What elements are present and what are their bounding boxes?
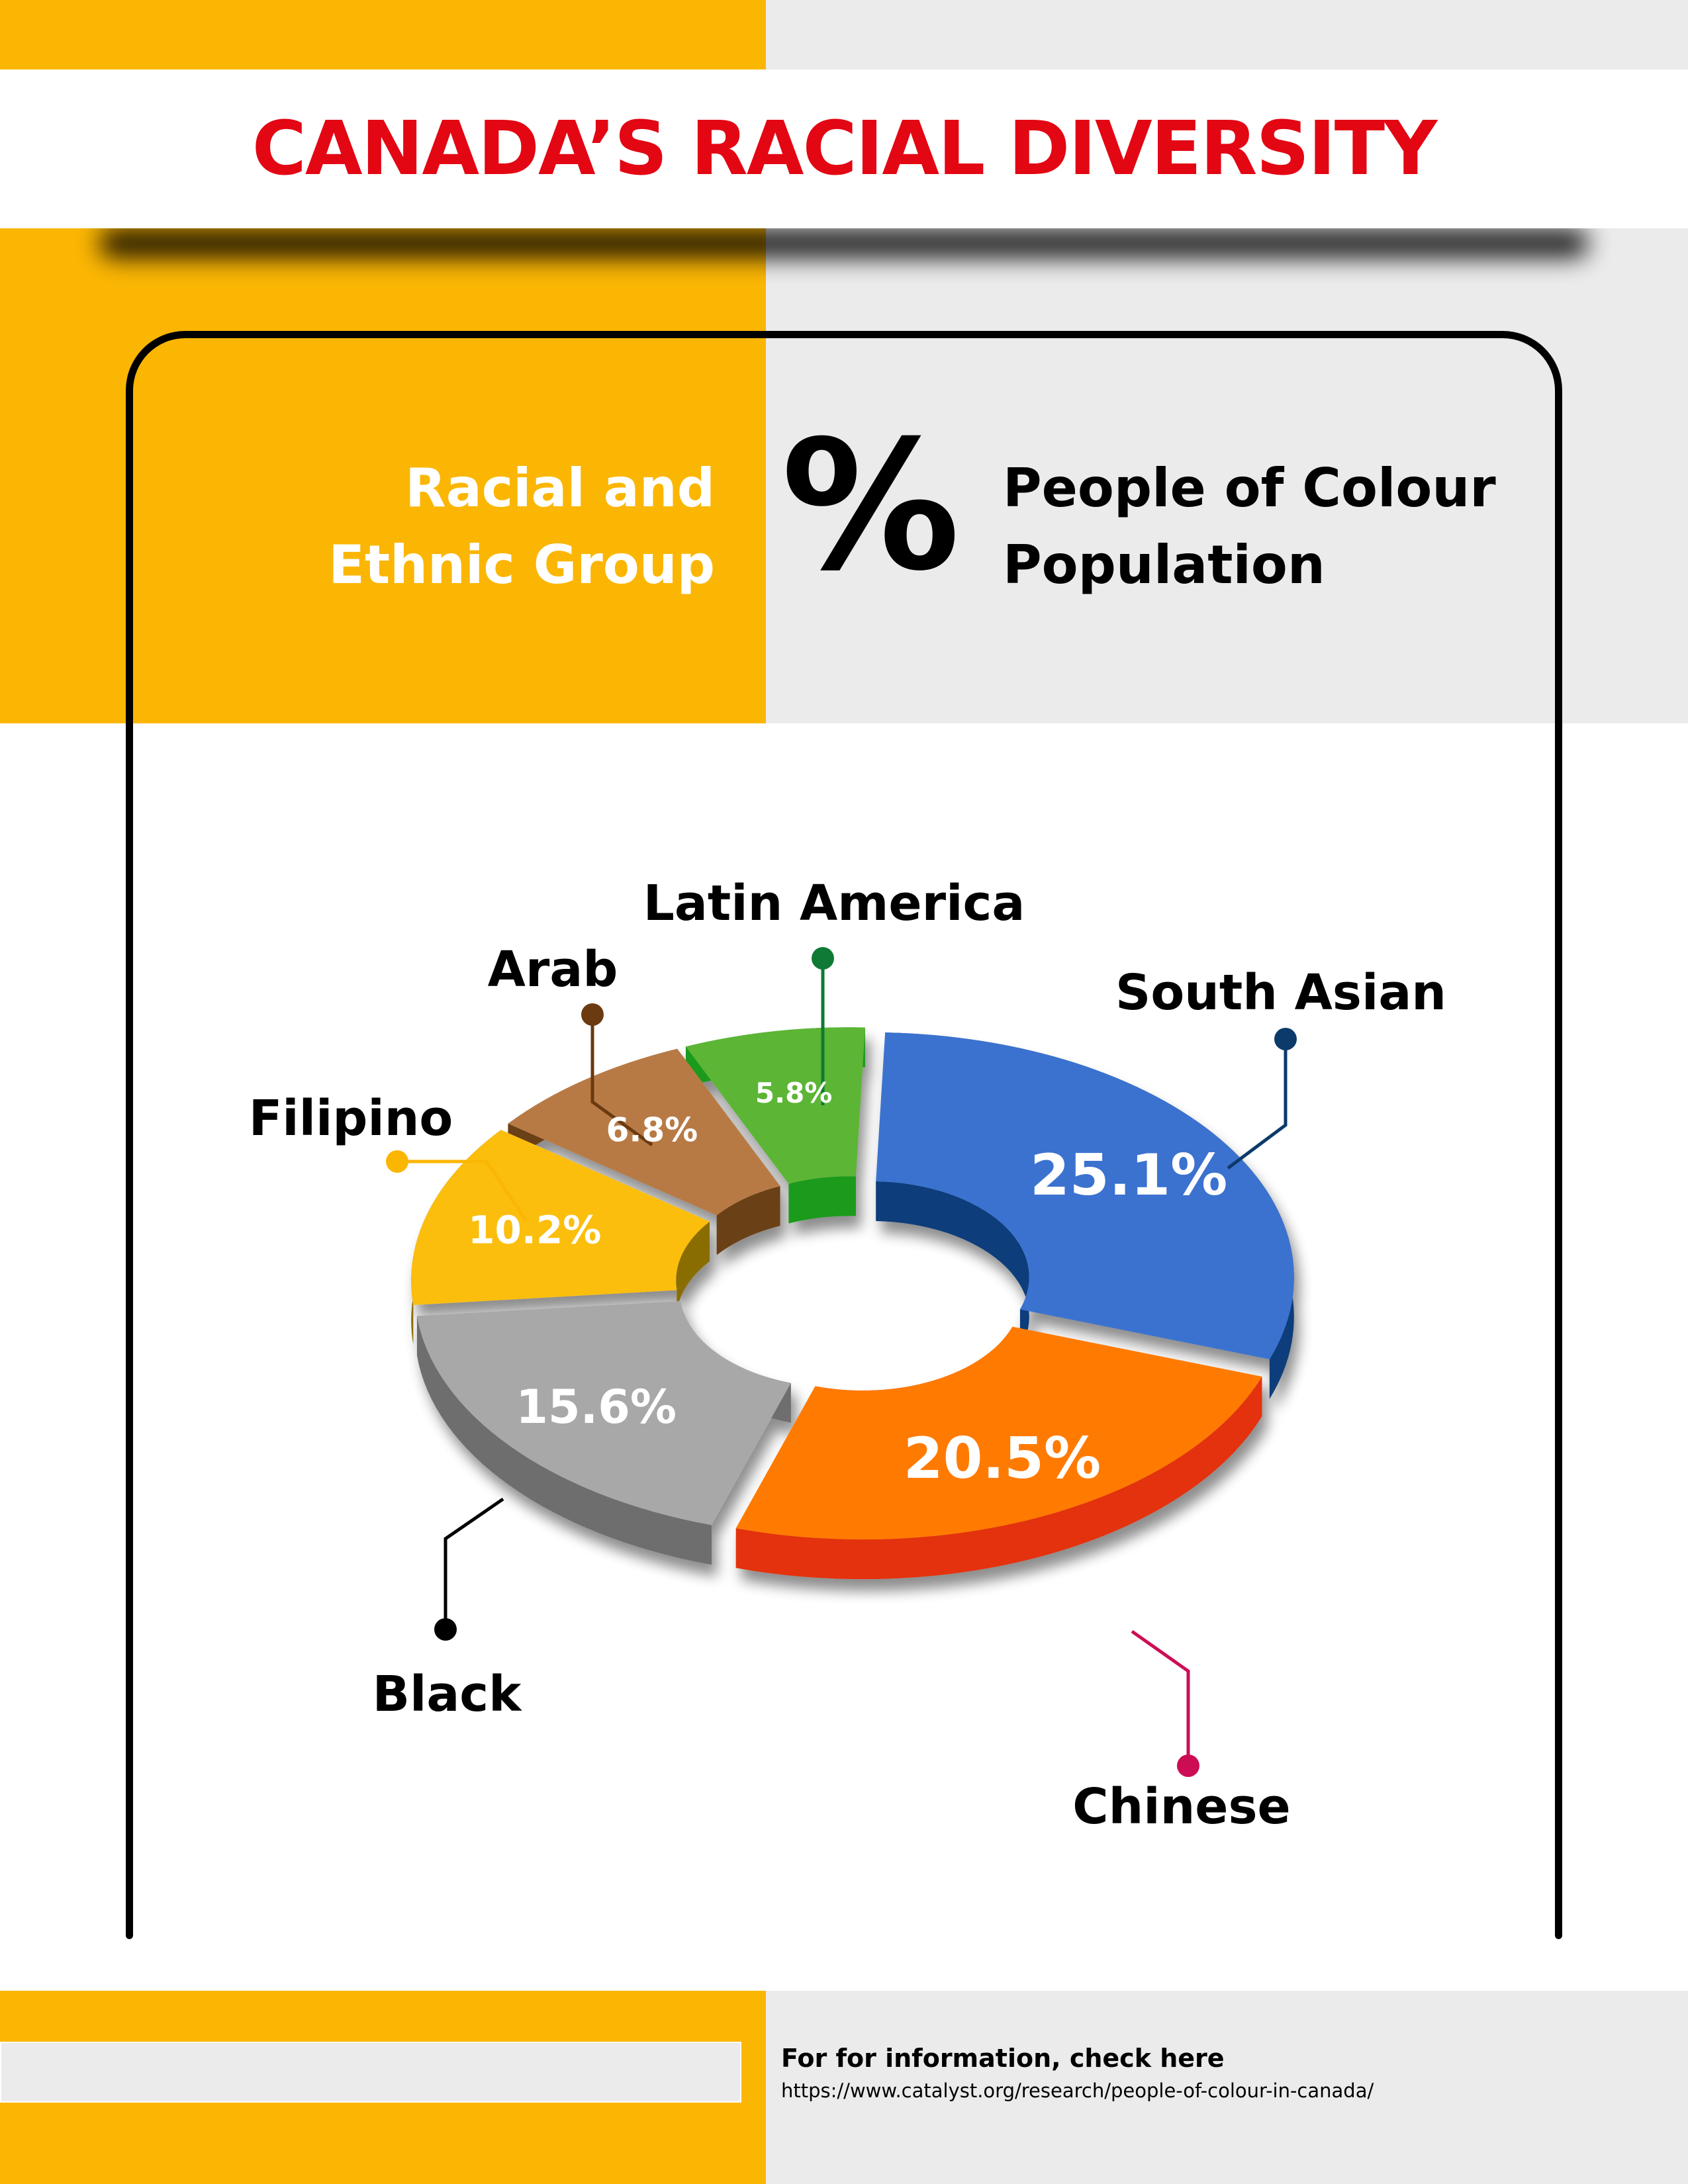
leader-line-chinese — [1131, 1629, 1190, 1766]
slice-top-south-asian — [876, 1032, 1294, 1359]
slice-filipino — [411, 1130, 710, 1345]
leader-dot-black — [434, 1618, 457, 1641]
category-label-arab: Arab — [488, 941, 618, 998]
frame-left-cap — [126, 1926, 133, 1939]
leader-dot-latin-america — [812, 947, 834, 970]
page-title: CANADA’S RACIAL DIVERSITY — [252, 106, 1438, 192]
category-label-latin-america: Latin America — [643, 875, 1025, 932]
column-heading-population: People of Colour Population — [1003, 450, 1496, 604]
slice-south-asian — [876, 1032, 1294, 1399]
frame-right-cap — [1555, 1926, 1562, 1939]
category-label-south-asian: South Asian — [1115, 964, 1446, 1021]
leader-dot-south-asian — [1274, 1028, 1297, 1050]
value-label-arab: 6.8% — [606, 1111, 698, 1149]
bottom-right-grey-block — [766, 1991, 1688, 2184]
slice-inner-wall-arab — [716, 1186, 780, 1255]
value-label-black: 15.6% — [516, 1380, 677, 1434]
value-label-latin-america: 5.8% — [755, 1077, 832, 1109]
slice-chinese — [735, 1326, 1262, 1580]
category-label-black: Black — [373, 1666, 523, 1723]
slices-layer — [411, 1027, 1294, 1580]
leaders-layer — [386, 947, 1297, 1777]
footer-heading: For for information, check here — [781, 2044, 1225, 2073]
slice-top-arab — [508, 1048, 780, 1216]
value-label-chinese: 20.5% — [904, 1426, 1101, 1492]
slice-latin-america — [685, 1027, 865, 1224]
column-heading-population-line1: People of Colour — [1003, 457, 1496, 519]
content-frame — [126, 331, 1562, 1933]
column-heading-group-line2: Ethnic Group — [328, 534, 715, 596]
category-label-chinese: Chinese — [1072, 1778, 1290, 1835]
column-heading-group: Racial and Ethnic Group — [265, 450, 715, 604]
slice-side-black — [416, 1316, 712, 1565]
slice-top-black — [416, 1300, 791, 1525]
leader-line-black — [444, 1497, 504, 1629]
slice-inner-wall-filipino — [676, 1221, 710, 1330]
slice-top-latin-america — [685, 1027, 865, 1184]
title-shadow — [99, 228, 1589, 258]
leader-dot-chinese — [1177, 1754, 1199, 1777]
slice-inner-wall-south-asian — [876, 1181, 1029, 1349]
footer-note: For for information, check here https://… — [781, 2044, 1374, 2102]
leader-dot-arab — [581, 1003, 604, 1026]
percent-icon: % — [781, 402, 961, 610]
column-heading-population-line2: Population — [1003, 534, 1325, 596]
leader-line-south-asian — [1227, 1039, 1288, 1170]
footer-url-link[interactable]: https://www.catalyst.org/research/people… — [781, 2079, 1374, 2102]
value-label-filipino: 10.2% — [468, 1208, 601, 1253]
labels-layer: 5.8% 6.8% 25.1% 10.2% 15.6% 20.5% South Asian C… — [249, 875, 1446, 1835]
slice-top-filipino — [411, 1130, 710, 1305]
leader-line-arab — [590, 1015, 653, 1147]
column-heading-group-line1: Racial and — [405, 457, 715, 519]
slice-side-chinese — [735, 1377, 1262, 1580]
footer-white-strip — [0, 2042, 741, 2103]
leader-dot-filipino — [386, 1150, 408, 1173]
value-label-south-asian: 25.1% — [1030, 1142, 1227, 1208]
title-bar: CANADA’S RACIAL DIVERSITY — [0, 69, 1688, 228]
slice-top-chinese — [735, 1326, 1262, 1540]
leader-line-filipino — [397, 1160, 528, 1222]
slice-arab — [508, 1048, 780, 1255]
slice-black — [416, 1300, 791, 1565]
slice-inner-wall-latin-america — [788, 1176, 856, 1224]
category-label-filipino: Filipino — [249, 1090, 453, 1147]
